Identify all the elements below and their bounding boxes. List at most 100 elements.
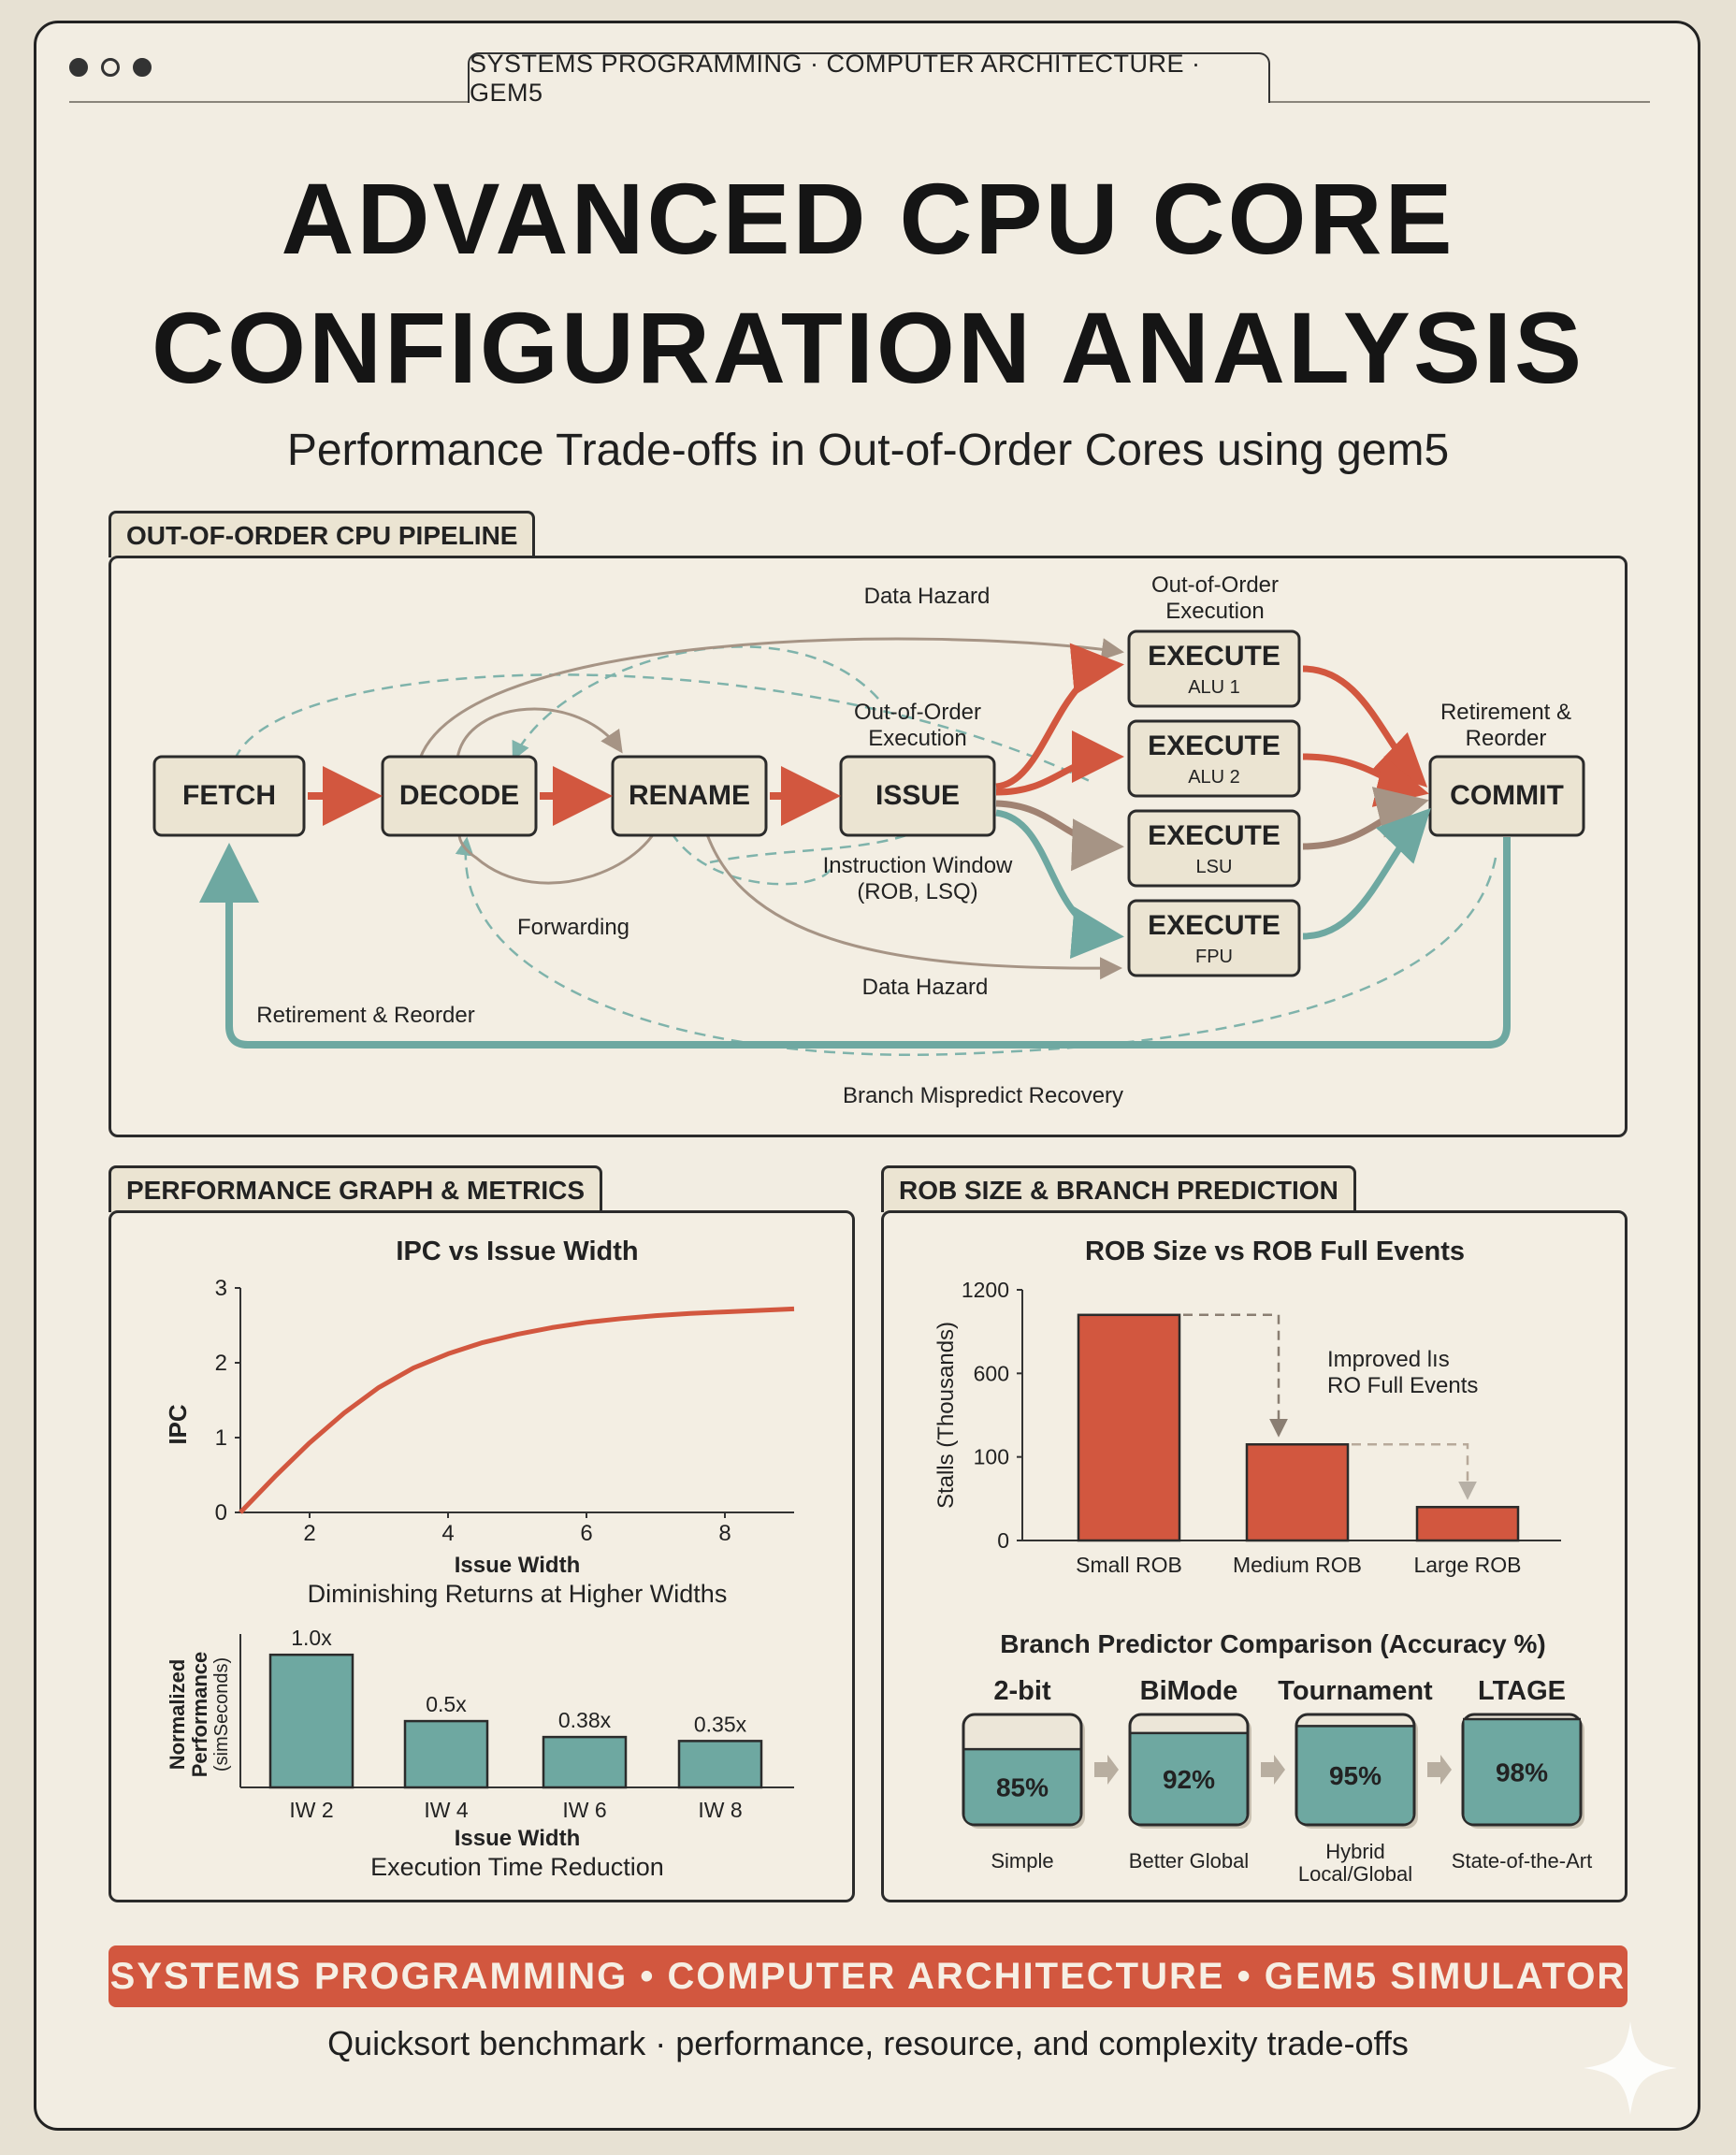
- window-dot-icon[interactable]: [101, 58, 120, 77]
- norm-category-label: IW 6: [562, 1798, 606, 1822]
- instr-window-label: Instruction Window: [823, 853, 1013, 878]
- execute-lsu[interactable]: EXECUTE LSU: [1127, 809, 1301, 888]
- topic-tag: SYSTEMS PROGRAMMING · COMPUTER ARCHITECT…: [468, 50, 1270, 107]
- pipeline-tab: OUT-OF-ORDER CPU PIPELINE: [108, 511, 536, 557]
- bp-accuracy-fill: [964, 1749, 1080, 1824]
- instr-window-label: (ROB, LSQ): [857, 879, 977, 904]
- bp-accuracy-fill: [1464, 1718, 1580, 1824]
- ipc-y-tick-label: 2: [215, 1351, 227, 1376]
- issue-lsu-arrow: [995, 800, 1124, 872]
- sparkle-icon: [1584, 2021, 1677, 2115]
- execute-label: EXECUTE: [1148, 641, 1280, 672]
- norm-note: Execution Time Reduction: [370, 1853, 664, 1881]
- norm-bar-label: 0.38x: [558, 1708, 612, 1732]
- ipc-ylabel: IPC: [164, 1404, 192, 1445]
- execute-fpu[interactable]: EXECUTE FPU: [1127, 899, 1301, 977]
- rob-trend-arrow: [1183, 1313, 1288, 1438]
- execute-unit: ALU 1: [1188, 677, 1240, 698]
- norm-category-label: IW 8: [698, 1798, 742, 1822]
- footer-banner: SYSTEMS PROGRAMMING • COMPUTER ARCHITECT…: [108, 1945, 1628, 2007]
- norm-category-label: IW 2: [289, 1798, 333, 1822]
- rob-ylabel: Stalls (Thousands): [933, 1322, 959, 1509]
- norm-bar: [268, 1653, 354, 1789]
- rob-annotation: RO Full Events: [1327, 1373, 1478, 1398]
- execute-label: EXECUTE: [1148, 820, 1280, 851]
- decode-label: DECODE: [399, 780, 519, 811]
- window-dot-icon[interactable]: [69, 58, 88, 77]
- rob-bar: [1077, 1313, 1181, 1542]
- bp-next-arrow-icon: [1261, 1755, 1285, 1785]
- ipc-chart-title: IPC vs Issue Width: [396, 1237, 638, 1266]
- window-dot-icon[interactable]: [133, 58, 152, 77]
- execute-label: EXECUTE: [1148, 910, 1280, 941]
- issue-label: ISSUE: [875, 780, 960, 811]
- issue-alu2-arrow: [995, 730, 1124, 796]
- fetch-stage[interactable]: FETCH: [152, 755, 306, 837]
- forwarding-label: Forwarding: [517, 915, 629, 940]
- commit-label: COMMIT: [1450, 780, 1564, 811]
- ipc-xlabel: Issue Width: [455, 1553, 580, 1578]
- rob-chart-title: ROB Size vs ROB Full Events: [1085, 1237, 1465, 1266]
- rob-charts: ROB Size vs ROB Full Events Stalls (Thou…: [933, 1237, 1592, 1886]
- rob-panel: ROB Size vs ROB Full Events Stalls (Thou…: [881, 1210, 1628, 1902]
- execute-label: EXECUTE: [1148, 730, 1280, 761]
- bp-desc: Better Global: [1129, 1849, 1249, 1873]
- rob-category-label: Medium ROB: [1233, 1553, 1362, 1577]
- ipc-y-tick-label: 0: [215, 1500, 227, 1526]
- window-controls: [69, 58, 152, 77]
- ooo-exec-label-issue: Out-of-Order: [854, 700, 981, 725]
- bp-desc: Local/Global: [1298, 1862, 1412, 1886]
- issue-alu1-arrow: [995, 643, 1124, 790]
- lsu-commit-arrow: [1302, 787, 1429, 850]
- issue-stage[interactable]: ISSUE: [839, 755, 996, 837]
- norm-category-label: IW 4: [424, 1798, 468, 1822]
- bp-name: BiMode: [1140, 1676, 1238, 1706]
- rob-tab: ROB SIZE & BRANCH PREDICTION: [881, 1165, 1356, 1212]
- issue-fpu-arrow: [995, 809, 1124, 959]
- bp-accuracy: 92%: [1163, 1765, 1215, 1794]
- hazard-arc-fetch: [233, 673, 1094, 785]
- page-title-line2: CONFIGURATION ANALYSIS: [151, 291, 1585, 404]
- decode-stage[interactable]: DECODE: [381, 755, 538, 837]
- bp-accuracy-fill: [1131, 1732, 1247, 1824]
- data-hazard-arc-top: [418, 637, 1124, 759]
- bp-accuracy: 95%: [1329, 1761, 1382, 1790]
- execute-alu2[interactable]: EXECUTE ALU 2: [1127, 719, 1301, 798]
- norm-ylabel: (simSeconds): [211, 1657, 232, 1772]
- bp-desc: State-of-the-Art: [1452, 1849, 1592, 1873]
- norm-ylabel: Normalized: [166, 1659, 189, 1771]
- execute-alu1[interactable]: EXECUTE ALU 1: [1127, 629, 1301, 708]
- ipc-y-tick-label: 1: [215, 1425, 227, 1451]
- rob-y-tick-label: 1200: [962, 1278, 1009, 1302]
- ipc-x-tick-label: 4: [441, 1521, 454, 1546]
- retire-label-commit: Reorder: [1466, 726, 1547, 751]
- bp-desc: Simple: [991, 1849, 1053, 1873]
- bp-desc: Hybrid: [1325, 1840, 1385, 1863]
- perf-panel: IPC vs Issue Width IPC 0 1 2 3 2 4 6 8 Issue Wi…: [108, 1210, 855, 1902]
- rob-bar: [1245, 1443, 1350, 1542]
- ipc-x-tick-label: 6: [580, 1521, 592, 1546]
- norm-bar: [542, 1735, 628, 1789]
- execute-unit: LSU: [1196, 857, 1233, 877]
- commit-stage[interactable]: COMMIT: [1428, 755, 1585, 837]
- ipc-x-tick-label: 8: [718, 1521, 731, 1546]
- retire-label-bottom: Retirement & Reorder: [256, 1003, 474, 1028]
- norm-bar-label: 0.35x: [694, 1712, 747, 1736]
- bp-name: 2-bit: [993, 1676, 1051, 1706]
- bp-row: 2-bit 85% Simple BiMode 92% Better Global Tour…: [962, 1676, 1592, 1886]
- data-hazard-label-top: Data Hazard: [864, 584, 991, 609]
- rename-stage[interactable]: RENAME: [611, 755, 768, 837]
- hazard-arc-rename: [512, 645, 879, 761]
- norm-bar: [403, 1719, 489, 1789]
- norm-ylabel: Performance: [188, 1652, 211, 1778]
- bp-accuracy-fill: [1297, 1726, 1413, 1824]
- perf-charts: IPC vs Issue Width IPC 0 1 2 3 2 4 6 8 Issue Wi…: [164, 1237, 795, 1881]
- decode-rename-arc: [456, 707, 623, 759]
- data-hazard-label-bottom: Data Hazard: [862, 975, 989, 1000]
- rob-annotation: Improved lıs: [1327, 1347, 1450, 1372]
- norm-bar: [677, 1740, 763, 1789]
- retire-label-commit: Retirement &: [1440, 700, 1571, 725]
- norm-xlabel: Issue Width: [455, 1826, 580, 1851]
- footer-caption: Quicksort benchmark · performance, resou…: [327, 2024, 1409, 2062]
- rob-y-tick-label: 100: [974, 1445, 1009, 1469]
